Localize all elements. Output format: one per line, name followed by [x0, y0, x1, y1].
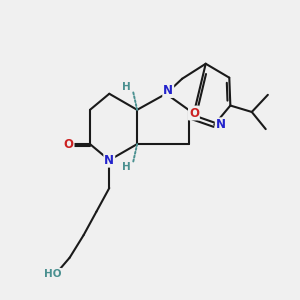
- Text: H: H: [122, 162, 131, 172]
- Text: O: O: [189, 106, 199, 119]
- Text: H: H: [122, 82, 131, 92]
- Text: N: N: [104, 154, 114, 167]
- Text: N: N: [163, 84, 173, 97]
- Text: O: O: [64, 138, 74, 151]
- Text: N: N: [216, 118, 226, 131]
- Text: HO: HO: [44, 269, 61, 279]
